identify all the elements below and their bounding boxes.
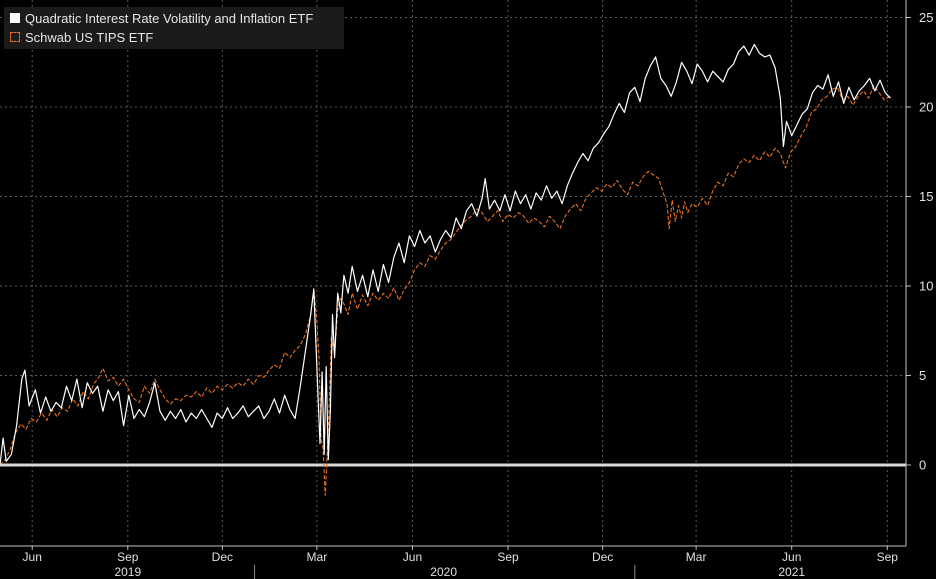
legend-label-schwab: Schwab US TIPS ETF [25,29,154,45]
y-tick-label-10: 10 [919,279,933,294]
y-tick-label-20: 20 [919,100,933,115]
series-layer [0,43,891,496]
x-tick-label-9: Sep [877,550,899,564]
x-tick-label-7: Mar [686,550,707,564]
year-label-2020: 2020 [430,565,457,579]
series-line-schwab [0,84,891,496]
series-line-qiv [0,43,891,466]
x-tick-label-5: Sep [497,550,519,564]
legend-swatch-orange [10,32,20,42]
x-tick-label-8: Jun [782,550,801,564]
x-tick-label-6: Dec [592,550,613,564]
x-tick-label-2: Dec [212,550,233,564]
y-tick-label-25: 25 [919,10,933,25]
legend-label-qiv: Quadratic Interest Rate Volatility and I… [25,10,314,26]
legend-swatch-white [10,13,20,23]
year-label-2019: 2019 [114,565,141,579]
y-tick-label-5: 5 [919,368,926,383]
x-tick-label-0: Jun [23,550,42,564]
y-tick-label-0: 0 [919,458,926,473]
x-tick-label-4: Jun [403,550,422,564]
legend-item-schwab[interactable]: Schwab US TIPS ETF [10,29,153,45]
legend-item-qiv[interactable]: Quadratic Interest Rate Volatility and I… [10,10,313,26]
year-label-2021: 2021 [778,565,805,579]
x-tick-label-1: Sep [117,550,139,564]
x-tick-label-3: Mar [307,550,328,564]
y-tick-label-15: 15 [919,189,933,204]
gridlines [0,0,906,546]
legend: Quadratic Interest Rate Volatility and I… [4,7,344,49]
